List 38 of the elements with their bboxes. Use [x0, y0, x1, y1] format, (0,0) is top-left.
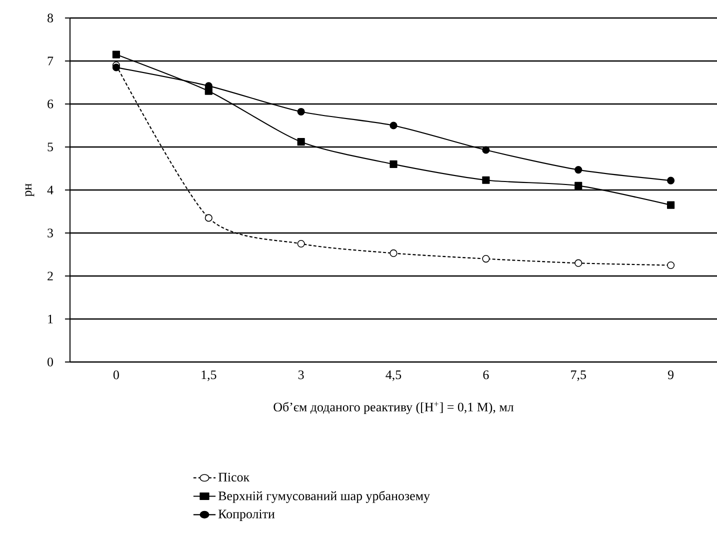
x-tick-label: 0: [113, 370, 119, 380]
point: [390, 122, 398, 130]
point: [390, 160, 398, 168]
x-tick-label: 9: [668, 370, 674, 380]
x-axis-title: Об’єм доданого реактиву ([H$^{+}$] = 0,1 М), мл: [274, 402, 514, 414]
x-tick-label: 1,5: [202, 370, 216, 382]
point: [667, 201, 675, 209]
legend-label: Верхній гумусований шар урбанозему: [218, 490, 430, 503]
legend-label: Пісок: [218, 472, 250, 482]
point: [204, 214, 212, 222]
point: [482, 255, 490, 263]
y-tick-label: 1: [48, 314, 53, 324]
point: [297, 138, 305, 146]
point: [297, 240, 305, 248]
y-tick-label: 5: [48, 142, 53, 152]
y-tick-label: 2: [48, 272, 53, 280]
legend-label: Копроліти: [218, 510, 275, 521]
x-tick-label: 6: [483, 370, 489, 380]
y-tick-label: 4: [47, 186, 54, 194]
point: [667, 176, 675, 184]
point: [574, 166, 582, 174]
point: [390, 249, 398, 257]
point: [574, 259, 582, 267]
point: [482, 146, 490, 154]
y-axis-title: рн: [25, 184, 34, 196]
y-tick-label: 8: [48, 14, 54, 22]
y-tick-label: 7: [48, 56, 54, 66]
point: [574, 182, 582, 190]
x-tick-label: 4,5: [386, 370, 402, 382]
point: [482, 176, 490, 184]
point: [297, 108, 305, 116]
y-tick-label: 3: [48, 228, 53, 238]
x-tick-label: 7,5: [571, 370, 586, 381]
point: [112, 50, 120, 58]
point: [667, 261, 675, 270]
y-tick-label: 0: [48, 358, 54, 366]
y-tick-label: 6: [48, 100, 54, 108]
x-tick-label: 3: [298, 370, 304, 380]
